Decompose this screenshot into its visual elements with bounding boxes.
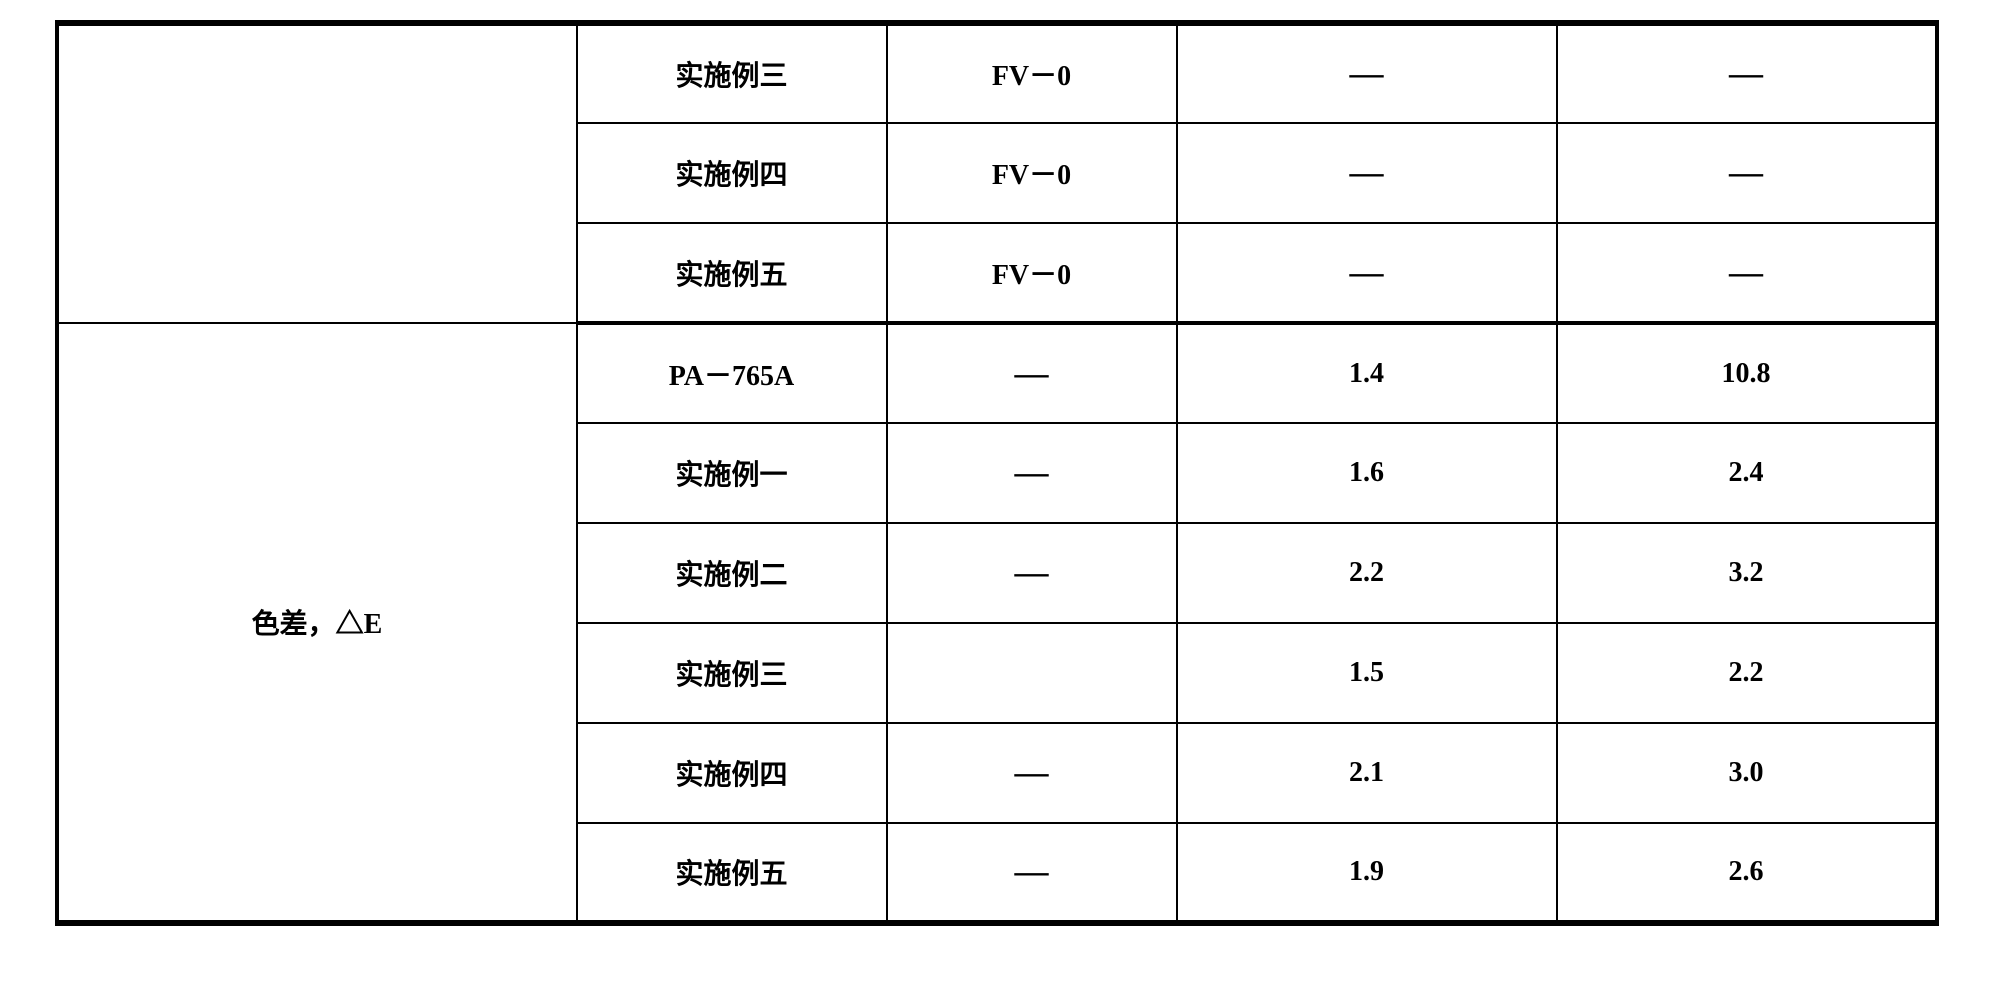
cell: 1.6 xyxy=(1177,423,1557,523)
cell: 1.9 xyxy=(1177,823,1557,923)
row-label: 实施例一 xyxy=(577,423,887,523)
row-label: 实施例二 xyxy=(577,523,887,623)
cell: FV－0 xyxy=(887,123,1177,223)
table-row: 色差，△E PA－765A — 1.4 10.8 xyxy=(57,323,1937,423)
cell: — xyxy=(1557,223,1937,323)
cell: 2.4 xyxy=(1557,423,1937,523)
cell: — xyxy=(1177,223,1557,323)
cell: 3.2 xyxy=(1557,523,1937,623)
cell: FV－0 xyxy=(887,223,1177,323)
row-label: 实施例四 xyxy=(577,123,887,223)
cell: — xyxy=(1177,23,1557,123)
cell: — xyxy=(887,323,1177,423)
row-label: PA－765A xyxy=(577,323,887,423)
cell: 2.6 xyxy=(1557,823,1937,923)
row-label: 实施例三 xyxy=(577,23,887,123)
cell: — xyxy=(1177,123,1557,223)
cell: — xyxy=(1557,123,1937,223)
row-label: 实施例五 xyxy=(577,223,887,323)
row-label: 实施例五 xyxy=(577,823,887,923)
cell: FV－0 xyxy=(887,23,1177,123)
cell: — xyxy=(887,423,1177,523)
cell: 3.0 xyxy=(1557,723,1937,823)
cell: 2.2 xyxy=(1557,623,1937,723)
cell: 2.2 xyxy=(1177,523,1557,623)
cell: — xyxy=(887,823,1177,923)
cell: 10.8 xyxy=(1557,323,1937,423)
cell xyxy=(887,623,1177,723)
cell: 2.1 xyxy=(1177,723,1557,823)
table-row: 实施例三 FV－0 — — xyxy=(57,23,1937,123)
cell: — xyxy=(887,723,1177,823)
section2-header: 色差，△E xyxy=(57,323,577,923)
cell: 1.4 xyxy=(1177,323,1557,423)
cell: 1.5 xyxy=(1177,623,1557,723)
cell: — xyxy=(887,523,1177,623)
results-table: 实施例三 FV－0 — — 实施例四 FV－0 — — 实施例五 FV－0 — … xyxy=(55,20,1939,926)
cell: — xyxy=(1557,23,1937,123)
section1-header xyxy=(57,23,577,323)
row-label: 实施例三 xyxy=(577,623,887,723)
row-label: 实施例四 xyxy=(577,723,887,823)
